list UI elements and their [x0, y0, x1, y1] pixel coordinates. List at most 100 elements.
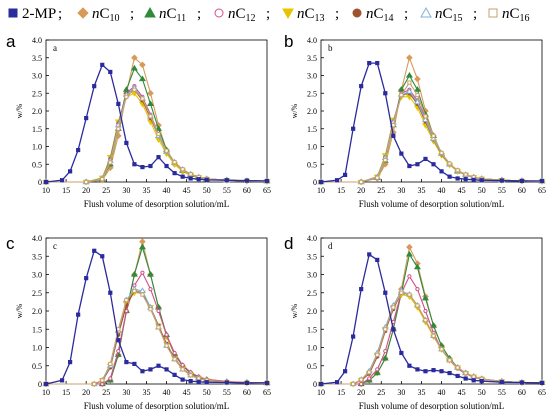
x-tick-label: 20 — [357, 186, 365, 195]
data-point-nc10 — [131, 54, 138, 62]
x-tick-label: 50 — [203, 186, 211, 195]
data-point-nc16 — [188, 373, 193, 378]
x-axis-label: Flush volume of desorption solution/mL — [359, 401, 505, 411]
series-nc16 — [43, 288, 270, 387]
x-tick-label: 50 — [478, 388, 486, 397]
data-point-nc16 — [108, 160, 113, 165]
data-point-2-mp — [180, 377, 185, 382]
series-line-nc12 — [46, 272, 268, 385]
x-tick-label: 40 — [163, 388, 171, 397]
data-point-nc16 — [164, 148, 169, 153]
legend-item-2-mp: 2-MP — [8, 6, 56, 22]
data-point-nc10 — [414, 75, 421, 83]
data-point-2-mp — [539, 380, 545, 386]
data-point-2-mp — [164, 367, 169, 372]
data-point-nc12 — [415, 287, 420, 292]
legend-marker-nc11 — [144, 6, 156, 18]
data-point-2-mp — [463, 376, 468, 381]
x-tick-label: 25 — [377, 186, 385, 195]
data-point-2-mp — [100, 254, 105, 259]
data-point-nc12 — [116, 349, 121, 354]
x-tick-label: 25 — [102, 186, 110, 195]
data-point-nc16 — [383, 327, 388, 332]
legend-separator: ; — [335, 6, 339, 22]
data-point-2-mp — [423, 156, 428, 162]
x-tick-label: 15 — [62, 186, 70, 195]
y-tick-label: 1.5 — [307, 125, 317, 134]
x-tick-label: 30 — [122, 388, 130, 397]
data-point-2-mp — [204, 380, 209, 385]
data-point-nc11 — [146, 270, 154, 277]
panel-letter-d: d — [284, 234, 294, 253]
data-point-2-mp — [399, 350, 404, 356]
data-point-nc16 — [92, 381, 97, 387]
data-point-nc16 — [351, 381, 356, 387]
x-tick-label: 40 — [438, 186, 446, 195]
y-tick-label: 3.0 — [307, 72, 317, 81]
series-2-mp — [43, 248, 270, 387]
data-point-2-mp — [334, 178, 340, 183]
y-tick-label: 1.0 — [32, 344, 42, 353]
data-point-nc16 — [391, 123, 396, 128]
data-point-nc16 — [407, 80, 412, 85]
data-point-nc16 — [359, 377, 364, 382]
data-point-2-mp — [108, 290, 113, 295]
data-point-2-mp — [359, 84, 364, 89]
y-tick-label: 4.0 — [32, 234, 42, 243]
legend-marker-nc10 — [77, 7, 89, 19]
data-point-nc16 — [375, 352, 380, 357]
x-tick-label: 45 — [458, 186, 466, 195]
legend-marker-nc15 — [420, 6, 432, 18]
data-point-nc12 — [164, 332, 169, 337]
data-point-nc11 — [421, 294, 429, 301]
series-line-nc16 — [321, 82, 543, 183]
x-tick-label: 15 — [62, 388, 70, 397]
data-point-nc12 — [108, 376, 113, 381]
legend-marker-nc13 — [282, 8, 294, 20]
data-point-nc16 — [156, 325, 161, 330]
data-point-2-mp — [244, 178, 250, 183]
x-tick-label: 65 — [538, 186, 546, 195]
data-point-2-mp — [479, 378, 484, 384]
data-point-nc11 — [381, 354, 389, 361]
data-point-2-mp — [116, 338, 121, 343]
x-tick-label: 35 — [417, 388, 425, 397]
data-point-nc16 — [156, 131, 161, 137]
x-tick-label: 50 — [203, 388, 211, 397]
data-point-2-mp — [92, 84, 97, 89]
x-tick-label: 35 — [142, 186, 150, 195]
legend-label-nc10: nC10 — [92, 6, 120, 24]
plot-area-frame — [320, 237, 543, 385]
data-point-nc16 — [148, 307, 153, 312]
data-point-2-mp — [224, 380, 229, 385]
data-point-2-mp — [539, 178, 545, 184]
data-point-nc16 — [463, 370, 468, 376]
series-nc10 — [317, 243, 546, 388]
legend-item-nc16: nC16 — [488, 6, 530, 24]
y-tick-label: 4.0 — [307, 234, 317, 243]
legend-separator: ; — [58, 6, 62, 22]
legend-label-nc14: nC14 — [366, 6, 394, 24]
data-point-2-mp — [391, 133, 396, 138]
x-tick-label: 40 — [438, 388, 446, 397]
y-tick-label: 2.5 — [32, 289, 42, 298]
panel-inner-label: c — [53, 241, 57, 251]
data-point-nc12 — [140, 270, 145, 275]
y-tick-label: 0.5 — [32, 160, 42, 169]
data-point-2-mp — [375, 60, 380, 66]
legend-item-nc11: nC11 — [144, 6, 186, 24]
data-point-nc12 — [423, 308, 428, 314]
data-point-nc12 — [172, 350, 177, 356]
legend-item-nc12: nC12 — [214, 6, 256, 24]
series-nc11 — [317, 250, 546, 387]
y-tick-label: 1.5 — [307, 325, 317, 334]
y-axis-label: w/% — [290, 103, 299, 118]
data-point-nc16 — [172, 357, 177, 362]
legend-marker-nc12 — [214, 8, 224, 18]
data-point-2-mp — [116, 101, 121, 107]
data-point-2-mp — [204, 177, 209, 182]
legend-label-nc16: nC16 — [502, 6, 530, 24]
data-point-nc12 — [375, 367, 380, 372]
data-point-nc16 — [399, 92, 404, 98]
data-point-nc16 — [463, 172, 468, 177]
